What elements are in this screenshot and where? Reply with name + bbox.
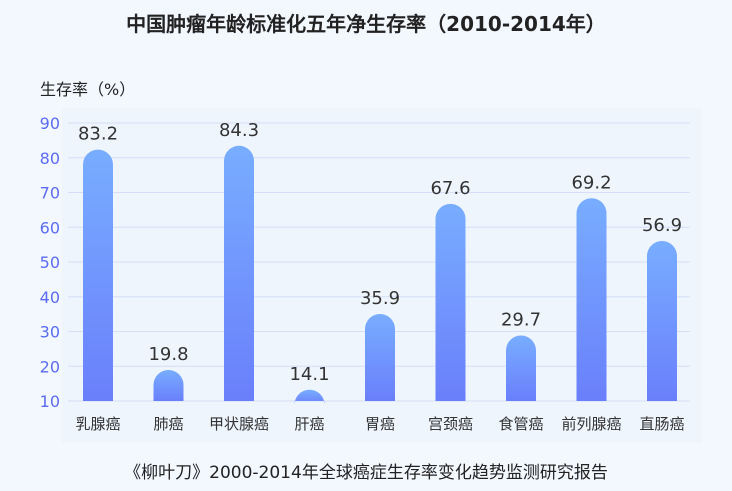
- y-axis-label: 生存率（%）: [40, 80, 136, 99]
- x-tick-label: 前列腺癌: [561, 415, 621, 433]
- x-tick-label: 肺癌: [153, 415, 183, 433]
- x-tick-label: 胃癌: [365, 415, 395, 433]
- x-tick-label: 食管癌: [498, 415, 543, 433]
- bar: [83, 149, 114, 401]
- x-tick-label: 宫颈癌: [428, 415, 473, 433]
- x-tick-label: 甲状腺癌: [209, 415, 269, 433]
- data-label: 14.1: [289, 364, 329, 385]
- y-tick-label: 30: [40, 323, 60, 342]
- y-tick-label: 10: [40, 392, 60, 411]
- y-tick-label: 80: [40, 149, 60, 168]
- data-label: 67.6: [430, 178, 470, 199]
- y-tick-label: 60: [40, 218, 60, 237]
- bar: [435, 203, 466, 401]
- data-label: 35.9: [360, 288, 400, 309]
- chart-title: 中国肿瘤年龄标准化五年净生存率（2010-2014年）: [126, 12, 606, 36]
- y-tick-label: 50: [40, 253, 60, 272]
- bar: [294, 389, 325, 405]
- source-footer: 《柳叶刀》2000-2014年全球癌症生存率变化趋势监测研究报告: [124, 463, 608, 483]
- bar: [365, 313, 395, 401]
- data-label: 83.2: [78, 124, 118, 145]
- bar: [153, 369, 184, 401]
- bar: [647, 241, 677, 401]
- x-tick-label: 肝癌: [294, 415, 324, 433]
- data-label: 69.2: [571, 172, 611, 193]
- data-label: 56.9: [642, 215, 682, 236]
- data-label: 84.3: [219, 120, 259, 141]
- x-tick-label: 乳腺癌: [75, 415, 120, 433]
- y-tick-label: 40: [40, 288, 60, 307]
- y-tick-label: 20: [40, 357, 60, 376]
- y-tick-label: 70: [40, 184, 60, 203]
- bar: [506, 335, 536, 401]
- data-label: 19.8: [148, 344, 188, 365]
- bar: [576, 198, 607, 401]
- x-tick-label: 直肠癌: [639, 415, 684, 433]
- bar: [224, 145, 254, 401]
- y-tick-label: 90: [40, 114, 60, 133]
- data-label: 29.7: [501, 310, 541, 331]
